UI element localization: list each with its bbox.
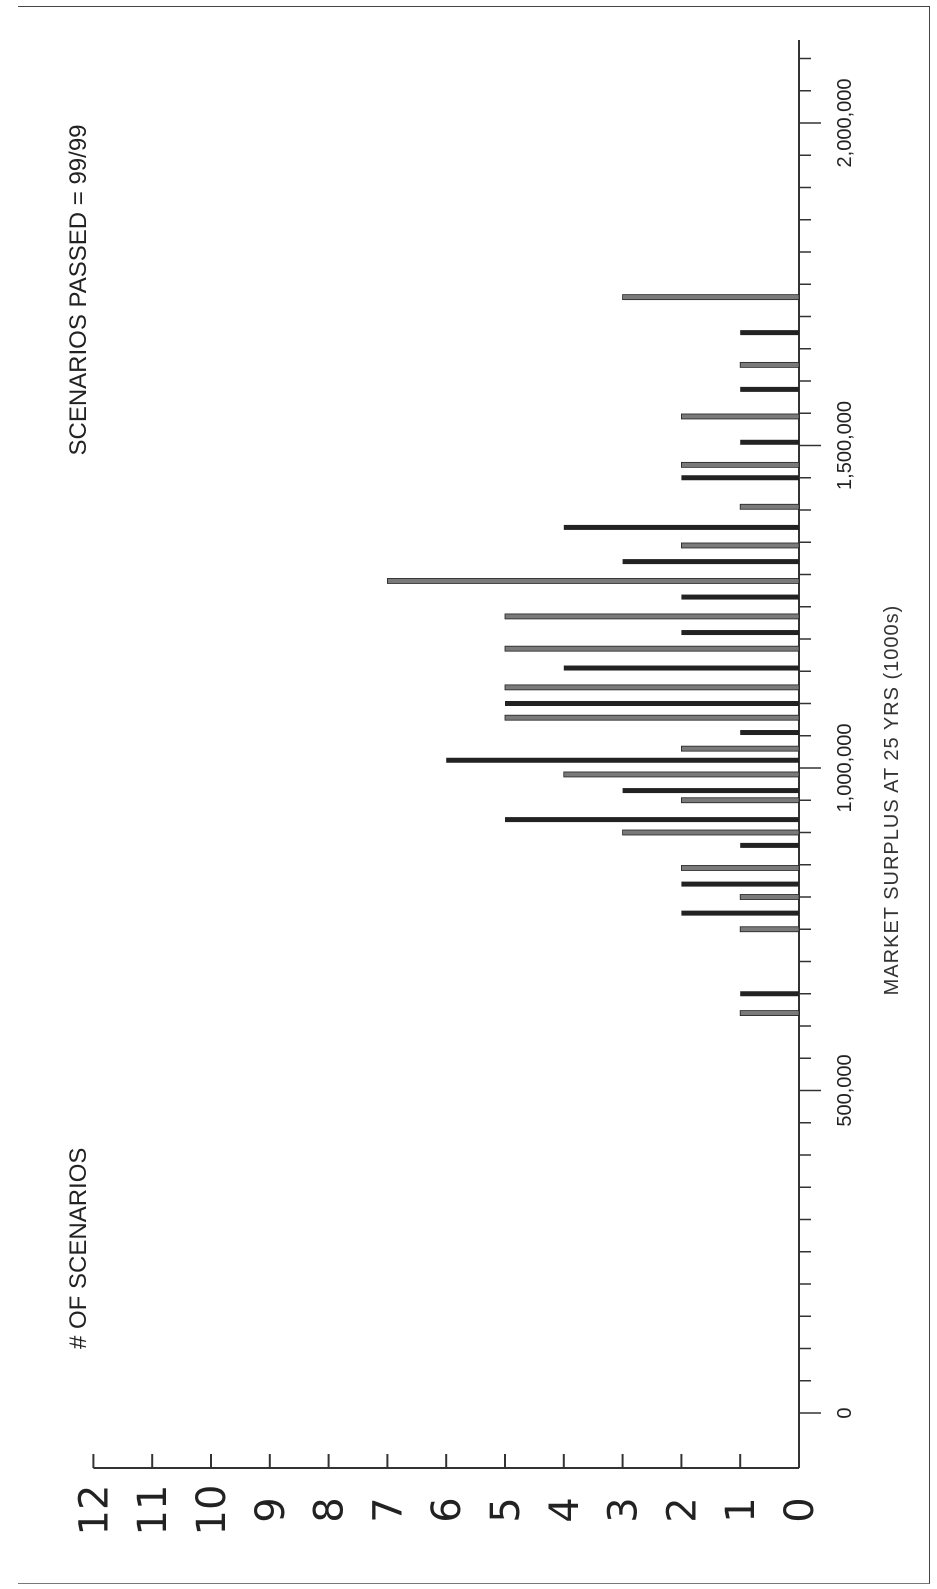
histogram-bar — [622, 559, 799, 565]
market-surplus-tick-label: 500,000 — [834, 1054, 856, 1126]
count-tick-label: 8 — [307, 1497, 353, 1522]
histogram-bar — [740, 330, 799, 336]
histogram-bar — [739, 361, 800, 368]
chart-frame — [18, 6, 930, 1584]
histogram-bar — [740, 439, 799, 445]
histogram-bar — [681, 630, 799, 636]
count-tick-label: 5 — [483, 1497, 529, 1522]
histogram-bar — [739, 503, 800, 510]
histogram-bar — [739, 926, 800, 933]
histogram-bar — [504, 645, 800, 652]
count-tick-label: 11 — [130, 1485, 176, 1536]
histogram-bar — [681, 745, 800, 752]
count-tick-label: 7 — [365, 1497, 411, 1522]
count-tick-label: 2 — [659, 1497, 705, 1522]
histogram-bar — [622, 788, 799, 794]
count-tick-label: 1 — [718, 1497, 764, 1522]
market-surplus-tick-label: 1,000,000 — [834, 724, 856, 813]
count-tick-label: 3 — [601, 1497, 647, 1522]
histogram-bar — [681, 865, 800, 871]
market-surplus-tick-label: 0 — [834, 1407, 856, 1418]
histogram-bar — [739, 894, 800, 900]
histogram-bar — [504, 613, 800, 620]
histogram-bar — [681, 881, 799, 887]
histogram-bar — [622, 294, 800, 301]
count-tick-label: 12 — [71, 1485, 117, 1536]
histogram-bar — [739, 1010, 800, 1016]
histogram-bar — [740, 842, 799, 848]
histogram-bar — [505, 701, 799, 706]
histogram-bar — [681, 594, 799, 600]
histogram-bar — [740, 991, 799, 997]
histogram-bar — [681, 461, 800, 468]
histogram-bar — [386, 578, 800, 584]
count-tick-label: 6 — [424, 1497, 470, 1522]
histogram-bar — [681, 475, 799, 481]
histogram-bar — [740, 386, 799, 392]
histogram-bar — [681, 413, 800, 420]
histogram-bar — [622, 829, 800, 836]
count-tick-label: 4 — [542, 1497, 588, 1522]
histogram-bar — [681, 797, 800, 804]
histogram-bar — [563, 771, 800, 778]
x-axis-title: MARKET SURPLUS AT 25 YRS (1000s) — [881, 605, 903, 996]
count-tick-label: 9 — [248, 1497, 294, 1522]
histogram-bar — [505, 817, 799, 823]
histogram-bar — [504, 684, 800, 691]
histogram-bar — [563, 524, 799, 530]
scenarios-passed-annotation: SCENARIOS PASSED = 99/99 — [65, 124, 92, 455]
histogram-bar — [446, 757, 799, 763]
market-surplus-tick-label: 2,000,000 — [834, 79, 856, 168]
histogram-bar — [681, 910, 799, 916]
market-surplus-tick-label: 1,500,000 — [834, 401, 856, 490]
y-axis-title: # OF SCENARIOS — [65, 1148, 92, 1349]
histogram-bar — [504, 714, 800, 721]
count-tick-label: 10 — [189, 1485, 235, 1536]
histogram-bar — [681, 542, 800, 549]
count-tick-label: 0 — [777, 1497, 823, 1522]
histogram-bar — [563, 665, 799, 671]
histogram-bar — [740, 730, 799, 736]
